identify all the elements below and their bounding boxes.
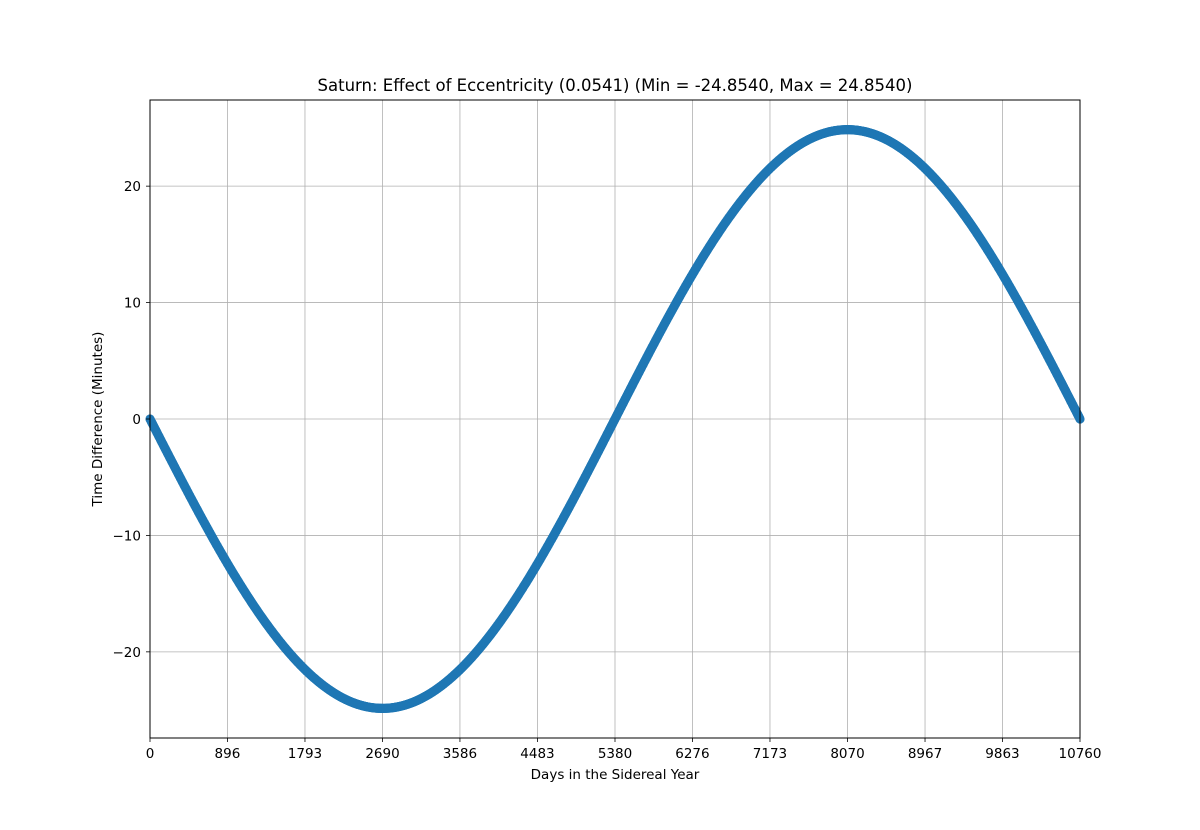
x-tick-label: 896	[215, 746, 241, 762]
chart-title: Saturn: Effect of Eccentricity (0.0541) …	[318, 76, 913, 95]
y-tick-label: 10	[124, 296, 141, 312]
y-tick-label: −20	[113, 645, 142, 661]
y-tick-label: −10	[113, 528, 142, 544]
x-tick-label: 7173	[753, 746, 787, 762]
y-tick-label: 0	[132, 412, 141, 428]
y-axis-label: Time Difference (Minutes)	[90, 332, 106, 508]
x-tick-label: 8967	[908, 746, 942, 762]
x-tick-label: 1793	[288, 746, 322, 762]
data-layer	[145, 125, 1085, 713]
x-tick-label: 10760	[1059, 746, 1102, 762]
x-tick-label: 6276	[675, 746, 709, 762]
y-tick-label: 20	[124, 179, 141, 195]
y-axis: −20 −10 0 10 20	[113, 179, 150, 661]
x-tick-label: 3586	[443, 746, 477, 762]
x-axis-label: Days in the Sidereal Year	[531, 767, 700, 783]
x-tick-label: 4483	[520, 746, 554, 762]
x-tick-label: 2690	[365, 746, 399, 762]
x-tick-label: 8070	[830, 746, 864, 762]
x-tick-label: 9863	[985, 746, 1019, 762]
x-axis: 0 896 1793 2690 3586 4483 5380 6276 7173 8070 8967…	[146, 738, 1102, 762]
x-tick-label: 0	[146, 746, 155, 762]
x-tick-label: 5380	[598, 746, 632, 762]
